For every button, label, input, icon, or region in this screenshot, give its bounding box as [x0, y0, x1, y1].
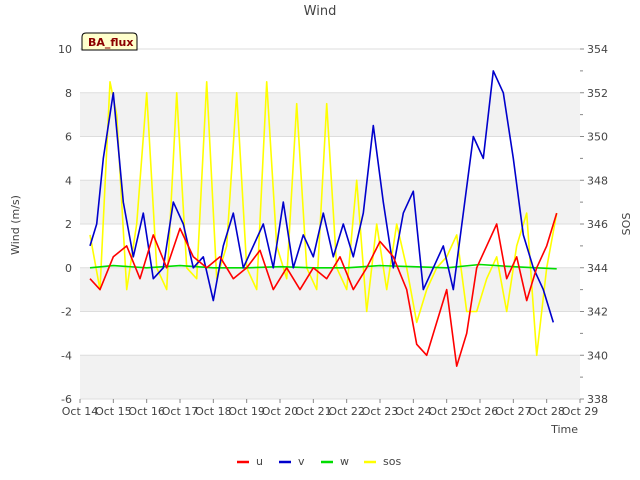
y2-tick-label: 348: [587, 174, 608, 187]
y-tick-label: -2: [61, 306, 72, 319]
y-tick-label: -6: [61, 393, 72, 406]
y2-tick-label: 354: [587, 43, 608, 56]
x-axis-label: Time: [550, 423, 578, 436]
x-tick-label: Oct 26: [462, 405, 499, 418]
y-tick-label: 10: [58, 43, 72, 56]
grid-band: [80, 92, 580, 137]
series-line-sos: [89, 81, 558, 357]
y2-tick-label: 342: [587, 306, 608, 319]
y2-tick-label: 340: [587, 349, 608, 362]
x-tick-label: Oct 24: [395, 405, 432, 418]
badge-label: BA_flux: [88, 36, 133, 49]
badge: BA_flux: [81, 32, 138, 51]
y-tick-label: 6: [65, 131, 72, 144]
series-line-v: [89, 70, 555, 323]
y2-tick-label: 352: [587, 87, 608, 100]
grid-band: [80, 267, 580, 312]
x-tick-label: Oct 29: [562, 405, 599, 418]
y-tick-label: 4: [65, 174, 72, 187]
x-tick-label: Oct 22: [328, 405, 365, 418]
grid-band: [80, 355, 580, 399]
grid-band: [80, 180, 580, 224]
series-lines: [89, 70, 558, 368]
x-tick-label: Oct 21: [295, 405, 332, 418]
y-tick-label: 8: [65, 87, 72, 100]
x-tick-label: Oct 14: [62, 405, 99, 418]
chart-title: Wind: [304, 4, 337, 19]
x-tick-label: Oct 16: [128, 405, 165, 418]
y-tick-label: 2: [65, 218, 72, 231]
y2-axis-label: SOS: [620, 213, 633, 236]
x-tick-label: Oct 18: [195, 405, 232, 418]
x-tick-label: Oct 28: [528, 405, 565, 418]
x-tick-label: Oct 17: [162, 405, 199, 418]
legend-label-u: u: [256, 455, 263, 468]
y-tick-label: 0: [65, 262, 72, 275]
x-tick-label: Oct 19: [228, 405, 265, 418]
legend: u v w sos: [237, 455, 401, 468]
legend-label-w: w: [340, 455, 349, 468]
x-tick-label: Oct 15: [95, 405, 132, 418]
y2-tick-label: 344: [587, 262, 608, 275]
x-tick-label: Oct 25: [428, 405, 465, 418]
x-tick-label: Oct 27: [495, 405, 532, 418]
y2-tick-label: 346: [587, 218, 608, 231]
series-line-u: [89, 212, 558, 368]
x-tick-label: Oct 23: [362, 405, 399, 418]
y2-axis-ticks: 338 340 342 344 346 348 350 352 354: [580, 43, 608, 406]
grid-bands: [80, 92, 580, 399]
y-tick-label: -4: [61, 349, 72, 362]
y-axis-label: Wind (m/s): [9, 195, 22, 255]
x-tick-label: Oct 20: [262, 405, 299, 418]
legend-label-sos: sos: [383, 455, 401, 468]
y2-tick-label: 338: [587, 393, 608, 406]
legend-label-v: v: [298, 455, 305, 468]
y-axis-ticks: -6 -4 -2 0 2 4 6 8 10: [58, 43, 72, 406]
y2-tick-label: 350: [587, 131, 608, 144]
